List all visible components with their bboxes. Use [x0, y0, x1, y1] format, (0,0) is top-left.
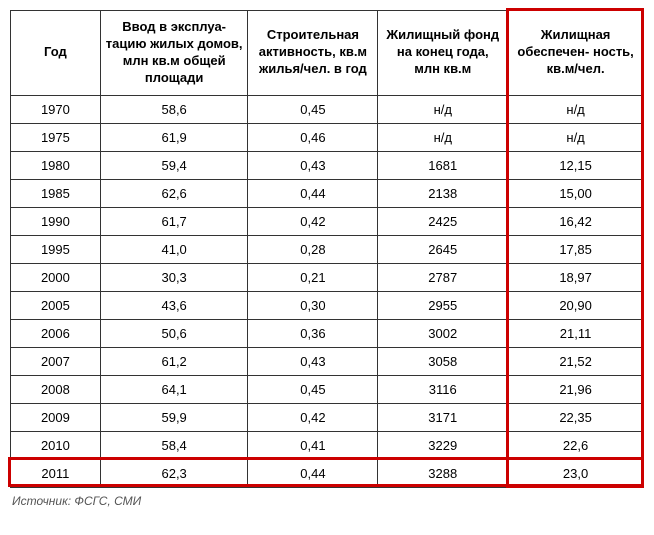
table-cell: 62,6: [100, 179, 248, 207]
table-row: 201058,40,41322922,6: [11, 431, 644, 459]
header-fund: Жилищный фонд на конец года, млн кв.м: [378, 11, 508, 96]
table-cell: 3002: [378, 319, 508, 347]
table-cell: 64,1: [100, 375, 248, 403]
table-row: 200959,90,42317122,35: [11, 403, 644, 431]
table-cell: 3288: [378, 459, 508, 487]
table-row: 199061,70,42242516,42: [11, 207, 644, 235]
table-cell: 15,00: [508, 179, 644, 207]
table-cell: н/д: [378, 95, 508, 123]
table-cell: 2006: [11, 319, 101, 347]
table-cell: 0,44: [248, 179, 378, 207]
table-row: 200030,30,21278718,97: [11, 263, 644, 291]
table-cell: 20,90: [508, 291, 644, 319]
table-cell: 59,9: [100, 403, 248, 431]
table-cell: 61,2: [100, 347, 248, 375]
table-cell: 2011: [11, 459, 101, 487]
table-cell: 2009: [11, 403, 101, 431]
table-cell: 0,36: [248, 319, 378, 347]
table-cell: 21,11: [508, 319, 644, 347]
table-cell: 3229: [378, 431, 508, 459]
table-cell: 1985: [11, 179, 101, 207]
table-cell: 21,96: [508, 375, 644, 403]
table-row: 199541,00,28264517,85: [11, 235, 644, 263]
table-row: 200543,60,30295520,90: [11, 291, 644, 319]
table-cell: 1681: [378, 151, 508, 179]
table-cell: 0,21: [248, 263, 378, 291]
table-row: 201162,30,44328823,0: [11, 459, 644, 487]
table-cell: н/д: [508, 123, 644, 151]
table-cell: 50,6: [100, 319, 248, 347]
header-row: Год Ввод в эксплуа- тацию жилых домов, м…: [11, 11, 644, 96]
table-cell: 3116: [378, 375, 508, 403]
table-cell: 17,85: [508, 235, 644, 263]
table-cell: 2955: [378, 291, 508, 319]
table-row: 200650,60,36300221,11: [11, 319, 644, 347]
source-label: Источник: ФСГС, СМИ: [10, 494, 644, 508]
table-cell: 0,44: [248, 459, 378, 487]
table-cell: 59,4: [100, 151, 248, 179]
table-row: 200864,10,45311621,96: [11, 375, 644, 403]
table-cell: 0,46: [248, 123, 378, 151]
table-cell: 0,43: [248, 151, 378, 179]
table-cell: 0,43: [248, 347, 378, 375]
table-header: Год Ввод в эксплуа- тацию жилых домов, м…: [11, 11, 644, 96]
table-cell: 61,7: [100, 207, 248, 235]
table-cell: 2008: [11, 375, 101, 403]
table-cell: 0,42: [248, 403, 378, 431]
table-cell: 43,6: [100, 291, 248, 319]
table-cell: 58,6: [100, 95, 248, 123]
table-row: 200761,20,43305821,52: [11, 347, 644, 375]
table-cell: 16,42: [508, 207, 644, 235]
table-cell: 23,0: [508, 459, 644, 487]
table-cell: 1975: [11, 123, 101, 151]
table-container: Год Ввод в эксплуа- тацию жилых домов, м…: [10, 10, 644, 488]
table-body: 197058,60,45н/дн/д197561,90,46н/дн/д1980…: [11, 95, 644, 487]
table-cell: 1980: [11, 151, 101, 179]
table-cell: 0,45: [248, 375, 378, 403]
table-cell: 58,4: [100, 431, 248, 459]
table-cell: 22,6: [508, 431, 644, 459]
table-row: 197561,90,46н/дн/д: [11, 123, 644, 151]
table-cell: 2787: [378, 263, 508, 291]
housing-data-table: Год Ввод в эксплуа- тацию жилых домов, м…: [10, 10, 644, 488]
table-cell: 1990: [11, 207, 101, 235]
table-cell: 0,41: [248, 431, 378, 459]
table-cell: 1995: [11, 235, 101, 263]
table-cell: 2138: [378, 179, 508, 207]
table-cell: 3171: [378, 403, 508, 431]
table-cell: н/д: [378, 123, 508, 151]
table-cell: 12,15: [508, 151, 644, 179]
table-cell: 0,30: [248, 291, 378, 319]
header-provision: Жилищная обеспечен- ность, кв.м/чел.: [508, 11, 644, 96]
table-row: 198059,40,43168112,15: [11, 151, 644, 179]
table-cell: 0,45: [248, 95, 378, 123]
table-cell: 0,28: [248, 235, 378, 263]
table-cell: 2007: [11, 347, 101, 375]
header-year: Год: [11, 11, 101, 96]
table-cell: 0,42: [248, 207, 378, 235]
table-cell: 3058: [378, 347, 508, 375]
table-cell: 30,3: [100, 263, 248, 291]
table-cell: 1970: [11, 95, 101, 123]
table-cell: 18,97: [508, 263, 644, 291]
table-cell: н/д: [508, 95, 644, 123]
table-row: 197058,60,45н/дн/д: [11, 95, 644, 123]
table-cell: 2010: [11, 431, 101, 459]
header-construction: Ввод в эксплуа- тацию жилых домов, млн к…: [100, 11, 248, 96]
table-cell: 2425: [378, 207, 508, 235]
table-cell: 61,9: [100, 123, 248, 151]
table-cell: 62,3: [100, 459, 248, 487]
table-cell: 41,0: [100, 235, 248, 263]
table-cell: 2645: [378, 235, 508, 263]
table-cell: 2005: [11, 291, 101, 319]
table-cell: 21,52: [508, 347, 644, 375]
table-row: 198562,60,44213815,00: [11, 179, 644, 207]
table-cell: 2000: [11, 263, 101, 291]
header-activity: Строительная активность, кв.м жилья/чел.…: [248, 11, 378, 96]
table-cell: 22,35: [508, 403, 644, 431]
